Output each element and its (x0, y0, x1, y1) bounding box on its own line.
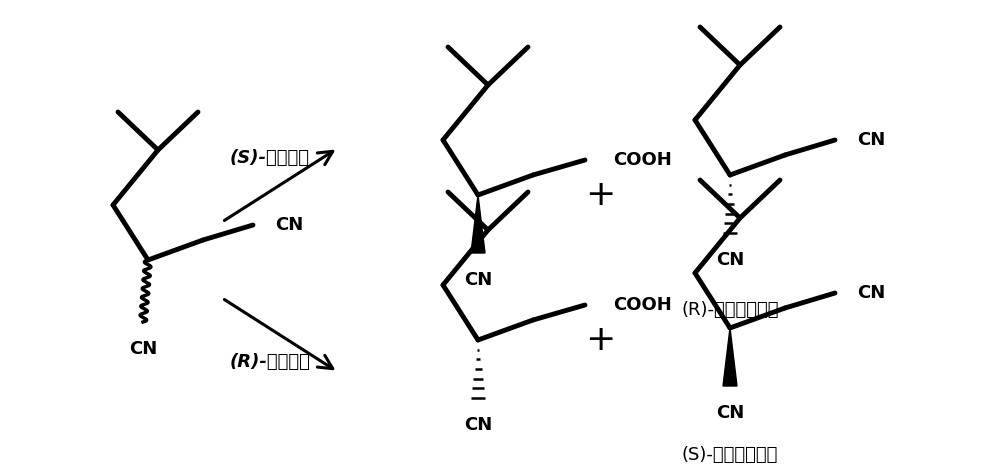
Text: COOH: COOH (613, 151, 672, 169)
Text: (R)-异丁基丁二腈: (R)-异丁基丁二腈 (681, 301, 779, 319)
Text: (S)-腈水解酶: (S)-腈水解酶 (230, 149, 310, 167)
Text: CN: CN (275, 216, 303, 234)
Text: CN: CN (464, 271, 492, 289)
Text: CN: CN (857, 284, 885, 302)
Text: CN: CN (857, 131, 885, 149)
Polygon shape (471, 195, 485, 253)
Polygon shape (723, 328, 737, 386)
Text: CN: CN (716, 251, 744, 269)
Text: CN: CN (464, 416, 492, 434)
Text: (R)-腈水解酶: (R)-腈水解酶 (230, 353, 310, 371)
Text: CN: CN (716, 404, 744, 422)
Text: +: + (585, 323, 615, 357)
Text: COOH: COOH (613, 296, 672, 314)
Text: +: + (585, 178, 615, 212)
Text: CN: CN (129, 340, 157, 358)
Text: (S)-异丁基丁二腈: (S)-异丁基丁二腈 (682, 446, 778, 464)
